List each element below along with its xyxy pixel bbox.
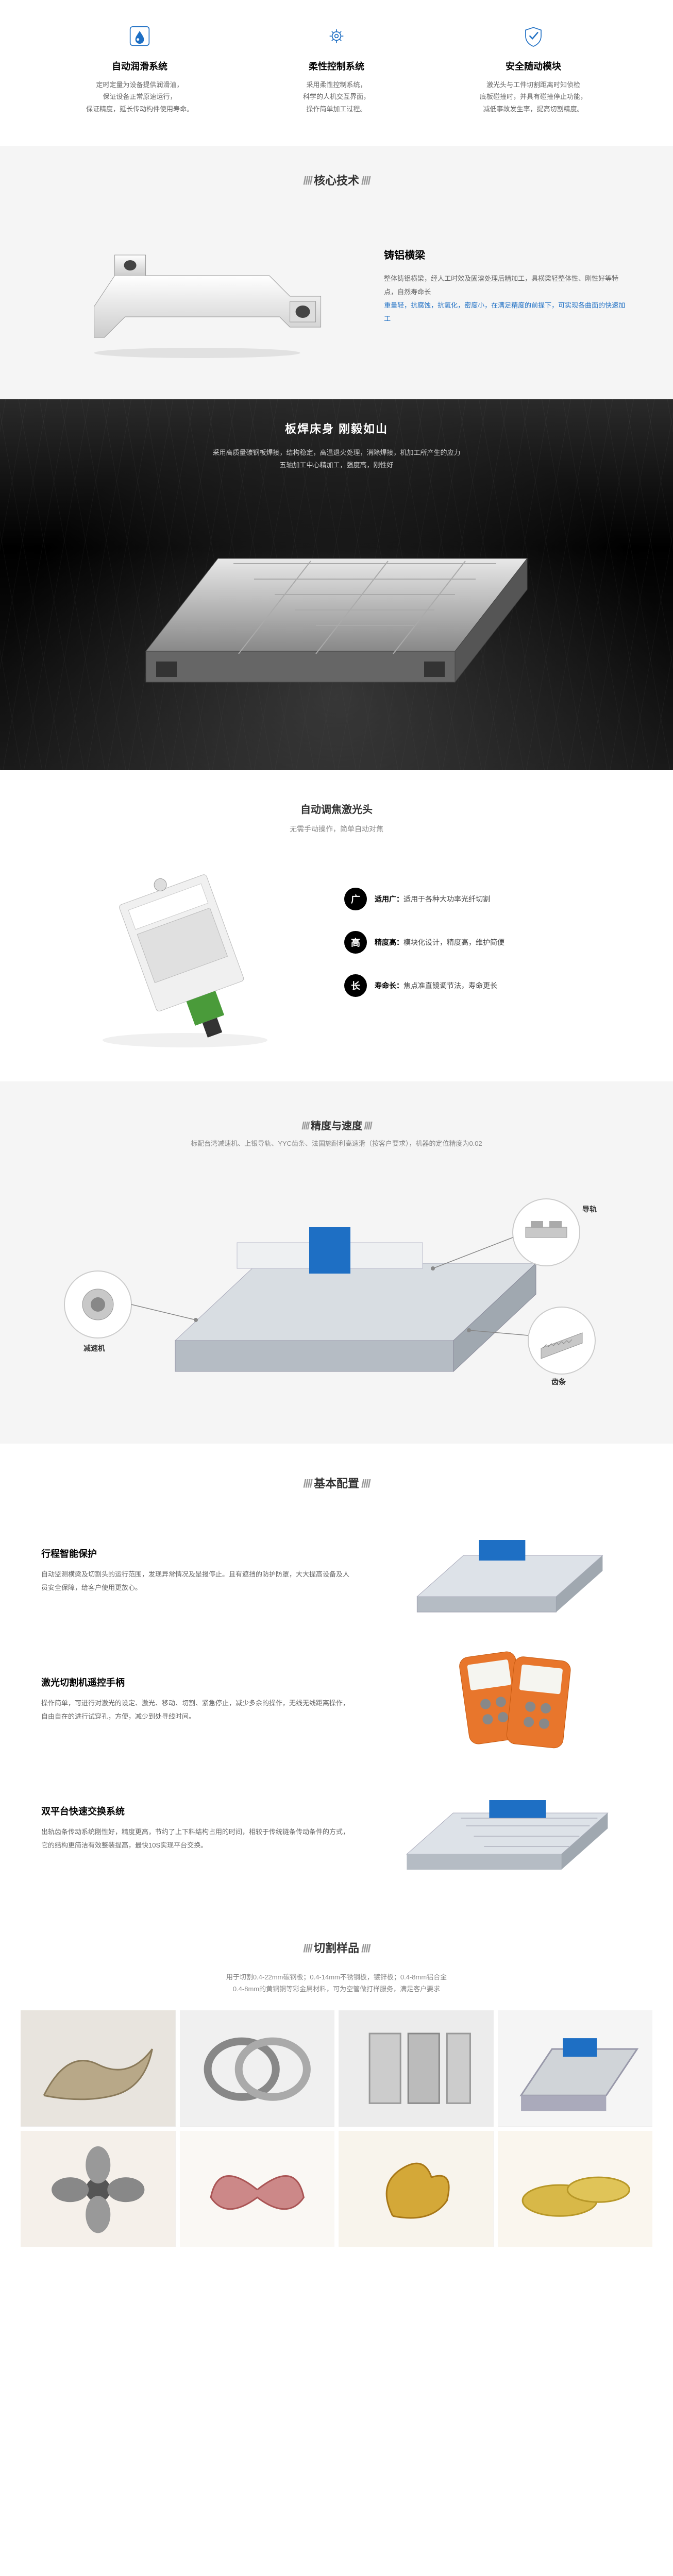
spec-wide: 广 适用广：适用于各种大功率光纤切割 (344, 888, 632, 910)
sample-dragon (21, 2010, 176, 2126)
precision-image: 导轨 减速机 齿条 (41, 1165, 632, 1413)
precision-section: 精度与速度 标配台湾减速机、上银导轨、YYC齿条、法国施耐利高速滑（按客户要求）… (0, 1081, 673, 1443)
config-row-remote: 激光切割机遥控手柄 操作简单，可进行对激光的设定、激光、移动、切割、紧急停止，减… (0, 1635, 673, 1764)
beam-text: 铸铝横梁 整体铸铝横梁，经人工时效及固溶处理后精加工，具横梁轻整体性、刚性好等特… (363, 247, 632, 326)
beam-desc-highlight: 重量轻，抗腐蚀，抗氧化，密度小，在满足精度的前提下，可实现各曲面的快速加工 (384, 301, 625, 323)
label-rail: 导轨 (582, 1204, 597, 1214)
beam-desc: 整体铸铝横梁，经人工时效及固溶处理后精加工，具横梁轻整体性、刚性好等特点，自然寿… (384, 272, 632, 326)
precision-subtitle: 标配台湾减速机、上银导轨、YYC齿条、法国施耐利高速滑（按客户要求），机器的定位… (130, 1138, 543, 1149)
beam-desc-plain: 整体铸铝横梁，经人工时效及固溶处理后精加工，具横梁轻整体性、刚性好等特点，自然寿… (384, 275, 618, 296)
precision-title: 精度与速度 (0, 1102, 673, 1138)
bed-title: 板焊床身 刚毅如山 (0, 420, 673, 436)
config-desc: 操作简单，可进行对激光的设定、激光、移动、切割、紧急停止，减少多余的操作，无线无… (41, 1697, 352, 1723)
spec-badge: 广 (344, 888, 367, 910)
sample-rings (180, 2010, 335, 2126)
sample-panels (339, 2010, 494, 2126)
gear-icon (321, 21, 352, 52)
sample-brass (498, 2131, 653, 2247)
feature-safety: 安全随动模块 激光头与工件切割距离时知侦检底板碰撞时，并具有碰撞停止功能，减低事… (435, 21, 632, 115)
samples-header: 切割样品 (0, 1924, 673, 1971)
feature-desc: 激光头与工件切割距离时知侦检底板碰撞时，并具有碰撞停止功能，减低事故发生率，提高… (450, 79, 616, 115)
config-title: 行程智能保护 (41, 1547, 352, 1560)
config-row-protection: 行程智能保护 自动监测横梁及切割头的运行范围，发现异常情况及是报停止。且有遮挡的… (0, 1506, 673, 1635)
label-reducer: 减速机 (83, 1343, 105, 1353)
config-img-protection (373, 1519, 632, 1622)
laser-subtitle: 无需手动操作，简单自动对焦 (0, 824, 673, 834)
feature-control: 柔性控制系统 采用柔性控制系统，科学的人机交互界面，操作简单加工过程。 (238, 21, 435, 115)
spec-text: 寿命长：焦点准直镜调节法，寿命更长 (375, 980, 497, 991)
spec-text: 适用广：适用于各种大功率光纤切割 (375, 894, 490, 904)
beam-row: 铸铝横梁 整体铸铝横梁，经人工时效及固溶处理后精加工，具横梁轻整体性、刚性好等特… (0, 204, 673, 368)
feature-title: 自动润滑系统 (57, 59, 223, 73)
spec-long: 长 寿命长：焦点准直镜调节法，寿命更长 (344, 974, 632, 997)
feature-desc: 定时定量为设备提供润滑油，保证设备正常原速运行，保证精度，延长传动构件使用寿命。 (57, 79, 223, 115)
feature-lubrication: 自动润滑系统 定时定量为设备提供润滑油，保证设备正常原速运行，保证精度，延长传动… (41, 21, 238, 115)
laser-head-image (41, 855, 329, 1050)
config-img-remote (373, 1648, 632, 1751)
samples-section: 切割样品 用于切割0.4-22mm碳钢板；0.4-14mm不锈钢板，镀锌板；0.… (0, 1908, 673, 2278)
top-features-row: 自动润滑系统 定时定量为设备提供润滑油，保证设备正常原速运行，保证精度，延长传动… (0, 0, 673, 146)
config-desc: 出轨齿条传动系统刚性好，精度更高，节约了上下料结构占用的时间，相较于传统链条传动… (41, 1825, 352, 1852)
feature-title: 安全随动模块 (450, 59, 616, 73)
sample-butterfly (180, 2131, 335, 2247)
core-tech-header: 核心技术 (0, 156, 673, 204)
bed-desc: 采用高质量碳钢板焊接，结构稳定，高温退火处理，消除焊接，机加工所产生的应力五轴加… (0, 447, 673, 471)
label-rack: 齿条 (551, 1377, 566, 1387)
config-title: 双平台快速交换系统 (41, 1804, 352, 1818)
config-title: 激光切割机遥控手柄 (41, 1675, 352, 1689)
spec-badge: 高 (344, 931, 367, 954)
config-header: 基本配置 (0, 1459, 673, 1506)
shield-icon (518, 21, 549, 52)
feature-title: 柔性控制系统 (254, 59, 419, 73)
config-row-exchange: 双平台快速交换系统 出轨齿条传动系统刚性好，精度更高，节约了上下料结构占用的时间… (0, 1764, 673, 1893)
config-desc: 自动监测横梁及切割头的运行范围，发现异常情况及是报停止。且有遮挡的防护防罩，大大… (41, 1568, 352, 1595)
beam-title: 铸铝横梁 (384, 247, 632, 262)
laser-title: 自动调焦激光头 (0, 801, 673, 816)
spec-high: 高 精度高：模块化设计，精度高，维护简便 (344, 931, 632, 954)
spec-text: 精度高：模块化设计，精度高，维护简便 (375, 937, 504, 947)
basic-config-section: 基本配置 行程智能保护 自动监测横梁及切割头的运行范围，发现异常情况及是报停止。… (0, 1444, 673, 1908)
samples-subtitle: 用于切割0.4-22mm碳钢板；0.4-14mm不锈钢板，镀锌板；0.4-8mm… (130, 1971, 543, 1995)
beam-image (41, 214, 363, 358)
sample-machine (498, 2010, 653, 2126)
laser-head-section: 自动调焦激光头 无需手动操作，简单自动对焦 广 适用广：适用于各种大功率光纤切割 (0, 770, 673, 1081)
config-img-exchange (373, 1777, 632, 1880)
core-tech-section: 核心技术 铸铝横梁 整体铸铝横梁，经人工时效及固溶处理后精加工，具横梁轻整体性、… (0, 146, 673, 399)
bed-section: 板焊床身 刚毅如山 采用高质量碳钢板焊接，结构稳定，高温退火处理，消除焊接，机加… (0, 399, 673, 770)
sample-flower (21, 2131, 176, 2247)
bed-image (105, 486, 568, 703)
droplet-icon (124, 21, 155, 52)
spec-badge: 长 (344, 974, 367, 997)
sample-grid (0, 2010, 673, 2247)
feature-desc: 采用柔性控制系统，科学的人机交互界面，操作简单加工过程。 (254, 79, 419, 115)
sample-rooster (339, 2131, 494, 2247)
laser-specs: 广 适用广：适用于各种大功率光纤切割 高 精度高：模块化设计，精度高，维护简便 … (329, 888, 632, 1018)
